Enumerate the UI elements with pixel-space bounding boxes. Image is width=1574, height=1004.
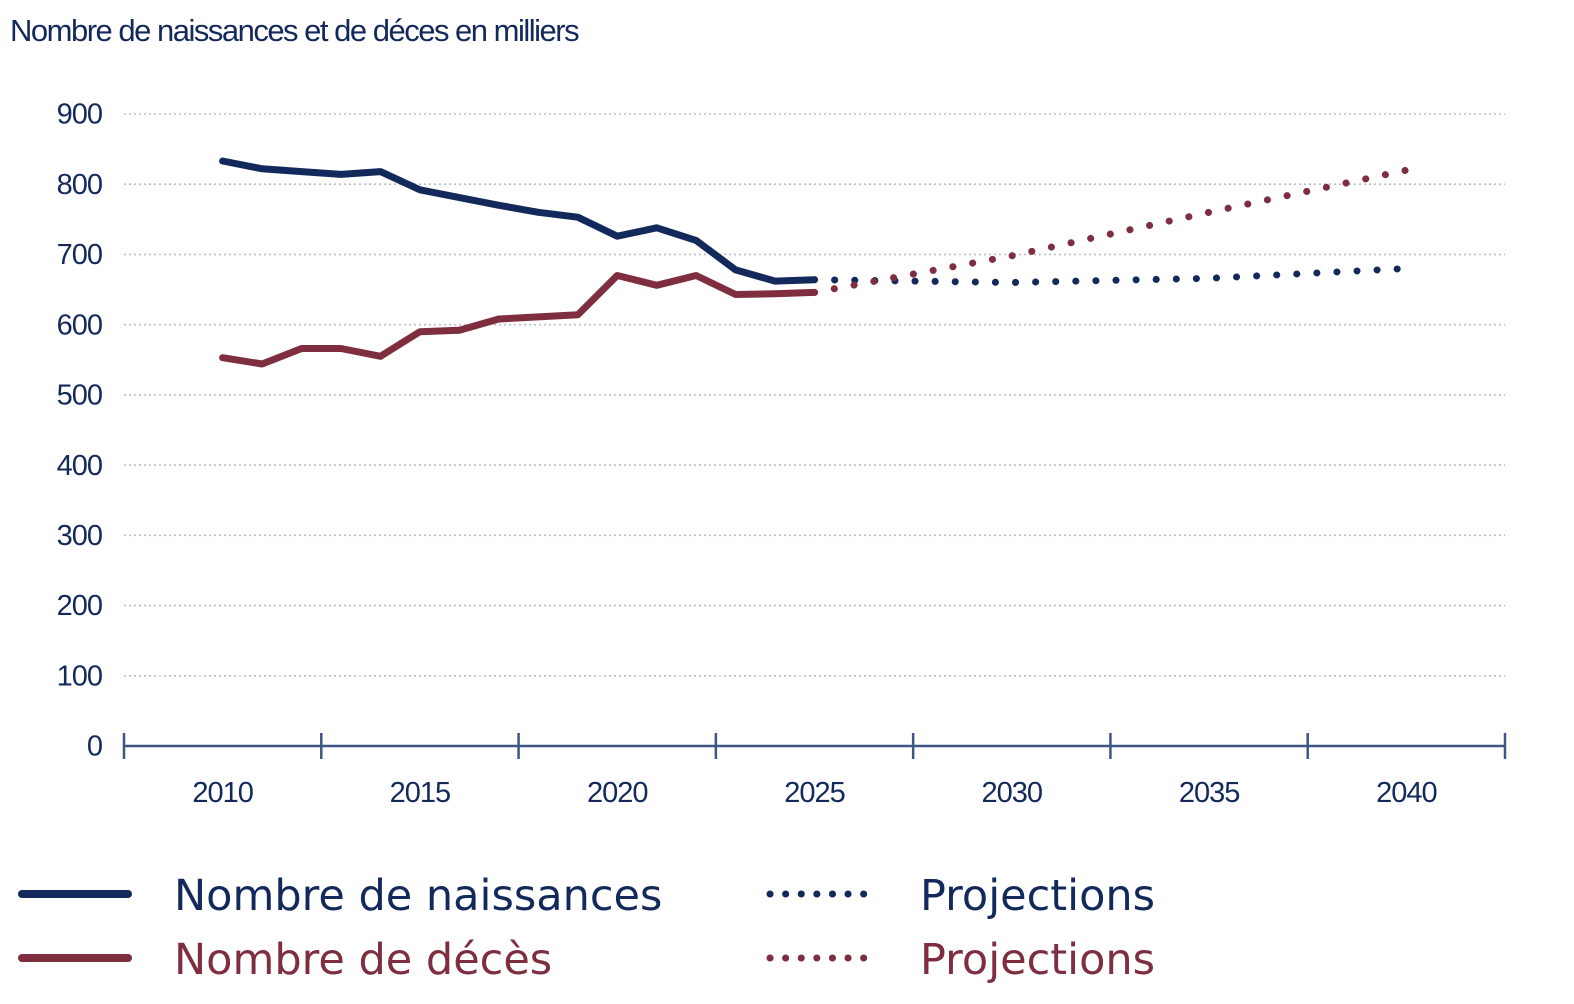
legend-item: Nombre de naissances [18,871,662,921]
x-tick-label: 2040 [1376,777,1437,809]
legend: Nombre de naissances Projections Nombre de… [18,871,1155,985]
y-tick-label: 500 [57,380,102,412]
legend-item: Projections [766,935,1155,985]
chart-title: Nombre de naissances et de déces en mill… [10,13,579,48]
series-lines [219,157,1410,368]
legend-item: Projections [766,871,1155,921]
y-axis: 0 100 200 300 400 500 600 700 800 900 [57,99,103,763]
x-axis: 2010 2015 2020 2025 2030 2035 2040 [122,733,1507,809]
projection-line-3 [811,166,1410,296]
y-tick-label: 300 [57,520,102,552]
y-tick-label: 0 [87,731,102,763]
series-line-1 [219,272,818,368]
y-tick-label: 100 [57,660,102,692]
x-tick-label: 2030 [982,777,1043,809]
legend-label: Projections [920,871,1155,921]
y-tick-label: 600 [57,309,102,341]
legend-label: Nombre de naissances [174,871,662,921]
y-tick-label: 200 [57,590,102,622]
x-tick-label: 2015 [390,777,451,809]
x-tick-label: 2020 [587,777,648,809]
y-tick-label: 700 [57,239,102,271]
series-line-0 [219,157,818,285]
y-tick-label: 400 [57,450,102,482]
x-tick-label: 2035 [1179,777,1240,809]
y-tick-label: 900 [57,99,102,131]
legend-item: Nombre de décès [18,935,552,985]
legend-label: Projections [920,935,1155,985]
x-tick-label: 2025 [784,777,845,809]
gridlines [124,113,1505,677]
x-tick-label: 2010 [192,777,253,809]
projection-line-2 [811,265,1410,286]
y-tick-label: 800 [57,169,102,201]
legend-label: Nombre de décès [174,935,552,985]
